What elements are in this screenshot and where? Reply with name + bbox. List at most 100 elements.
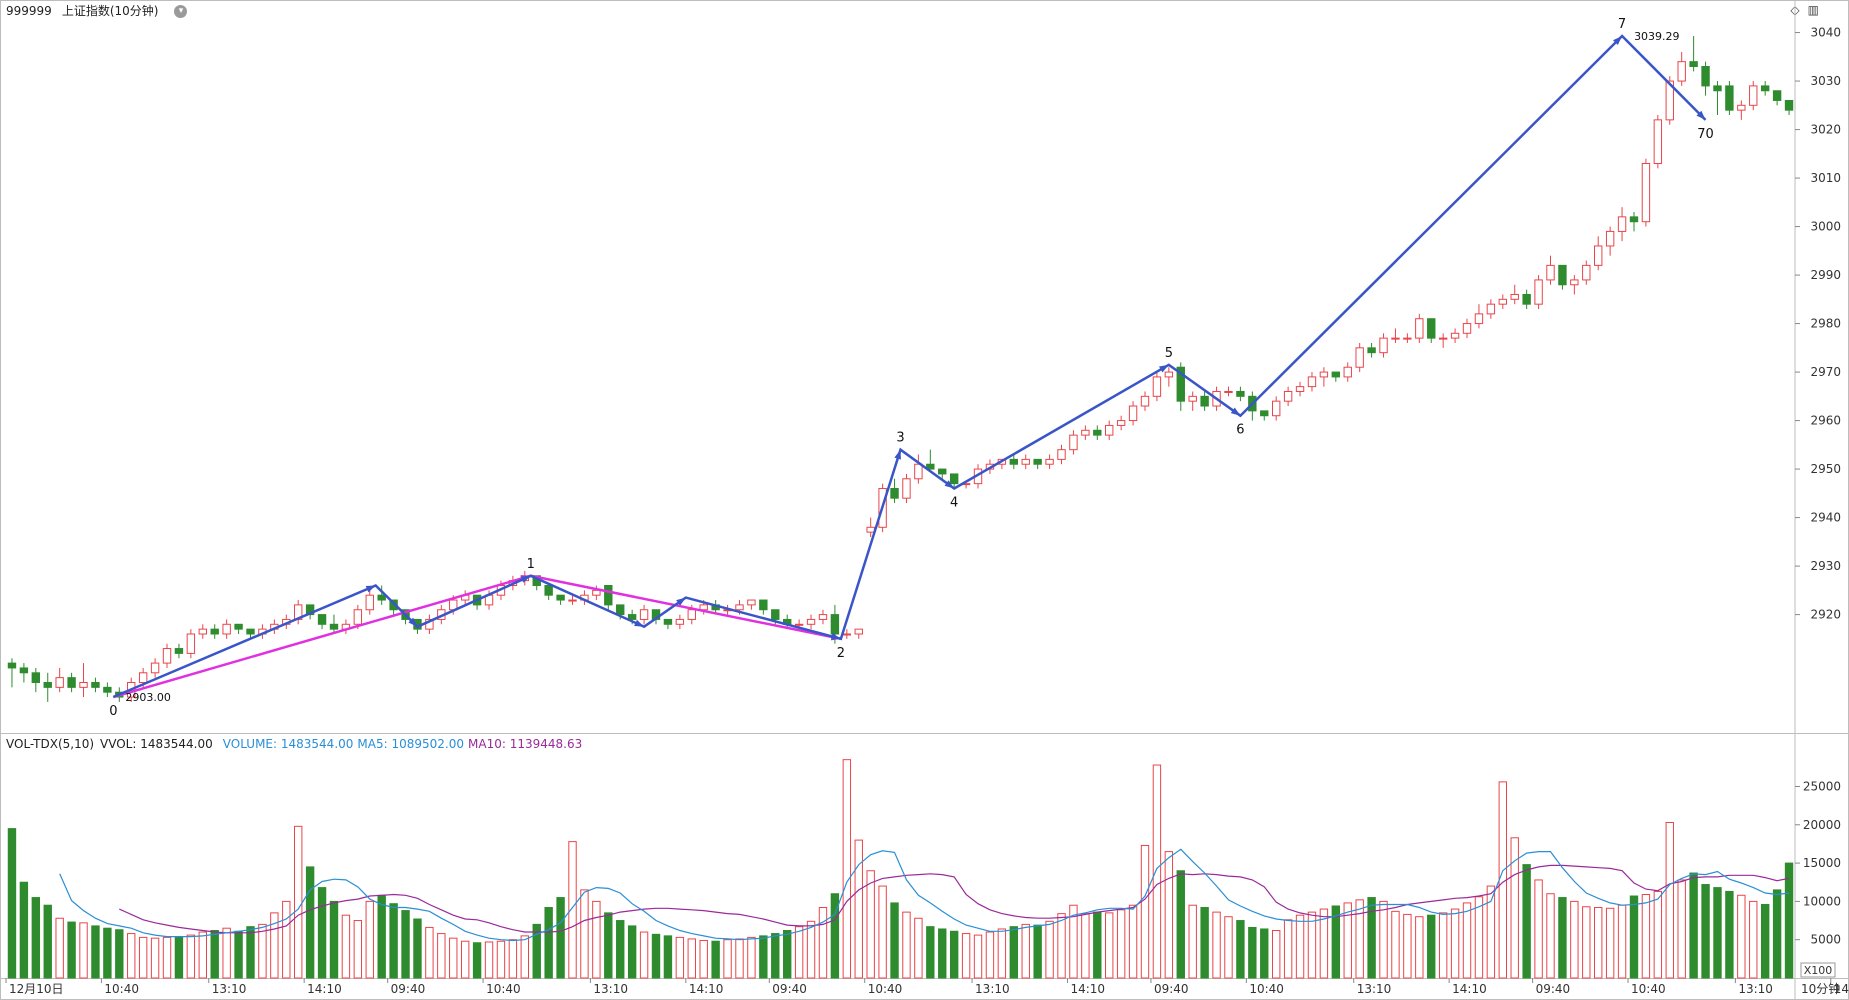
candle <box>1653 115 1663 169</box>
volume-tick-label: 10000 <box>1803 894 1841 908</box>
time-tick-label: 14:10 <box>307 982 342 996</box>
volume-bar <box>997 928 1007 979</box>
volume-bar <box>687 938 696 979</box>
volume-bar <box>1140 844 1150 979</box>
indicator-name[interactable]: VOL-TDX(5,10) <box>6 737 95 751</box>
candle-body <box>1379 337 1388 354</box>
candle-body <box>735 604 744 611</box>
volume-bar <box>1081 913 1090 979</box>
ma10-value: MA10: 1139448.63 <box>468 737 583 751</box>
ma10-line <box>119 864 1790 934</box>
candle-body <box>1188 395 1197 402</box>
candle-body <box>1260 410 1269 417</box>
volume-bar <box>413 918 422 979</box>
period-axis-label: 10分钟 <box>1801 981 1840 996</box>
candle-body <box>699 604 708 611</box>
candle-body <box>1438 337 1448 340</box>
volume-bar <box>830 893 840 979</box>
volume-bar <box>1462 902 1472 979</box>
wave-point-label: 4 <box>950 495 958 510</box>
candle-body <box>1033 458 1042 465</box>
volume-bar <box>1617 904 1627 979</box>
price-tick-label: 3020 <box>1810 123 1841 137</box>
candle-body <box>103 686 112 693</box>
volume-unit-label: X100 <box>1804 964 1833 977</box>
candle-body <box>1784 99 1794 111</box>
price-tick-label: 3040 <box>1810 26 1841 40</box>
candle-body <box>174 648 184 654</box>
candle-body <box>771 609 780 620</box>
candle <box>854 628 863 639</box>
candle <box>1498 294 1507 310</box>
candle-body <box>1367 347 1376 354</box>
volume-bar <box>711 940 720 979</box>
candle <box>1069 430 1078 455</box>
candle <box>91 677 100 693</box>
candle <box>759 599 768 615</box>
candle-body <box>1271 400 1281 417</box>
candle-body <box>687 609 696 620</box>
volume-bar <box>1403 913 1412 979</box>
candle <box>604 584 613 610</box>
candle <box>1689 35 1698 72</box>
candle-body <box>639 609 649 620</box>
candle-body <box>1164 371 1174 378</box>
candle-body <box>7 662 17 669</box>
volume-bar <box>556 897 565 979</box>
volume-bar <box>294 825 303 979</box>
candle <box>317 614 327 630</box>
volume-bar <box>353 920 363 979</box>
volume-bar <box>460 940 470 979</box>
wave-line-blue-arrowhead <box>894 449 901 460</box>
time-tick-label: 10:40 <box>1631 982 1666 996</box>
volume-bar <box>317 887 327 979</box>
candle-body <box>1009 458 1019 465</box>
volume-bar <box>162 936 172 979</box>
volume-bar <box>258 923 267 979</box>
candle <box>150 658 160 678</box>
volume-bar <box>127 933 136 979</box>
candle-body <box>592 589 601 596</box>
candle <box>1319 367 1329 387</box>
candle <box>79 663 88 698</box>
volume-bar <box>377 894 386 979</box>
candle-body <box>55 677 64 688</box>
volume-bar <box>782 930 792 979</box>
volume-bar <box>1737 894 1746 979</box>
volume-bar <box>138 936 148 979</box>
volume-bar <box>914 917 923 979</box>
candles <box>7 35 1794 702</box>
panel-icon[interactable]: ▥ <box>1807 3 1819 17</box>
candle <box>1749 81 1758 111</box>
volume-bar <box>616 920 625 979</box>
candle <box>1188 391 1197 411</box>
volume-bar <box>1057 913 1066 979</box>
candle-body <box>1641 163 1651 223</box>
candle-body <box>842 633 852 636</box>
security-name: 上证指数 <box>61 4 110 18</box>
candle <box>747 599 756 610</box>
volume-bar <box>234 930 243 979</box>
candle <box>1295 381 1305 397</box>
candle-body <box>317 614 327 625</box>
candle-body <box>353 609 363 625</box>
chevron-down-icon[interactable]: ▾ <box>174 5 188 18</box>
time-tick-label: 13:10 <box>1738 982 1773 996</box>
candle-body <box>222 623 231 635</box>
candle <box>1116 415 1126 431</box>
volume-bar <box>91 925 100 979</box>
candle-body <box>31 672 41 683</box>
volume-bar <box>1689 872 1698 979</box>
volume-bar <box>437 933 446 979</box>
candle-body <box>79 681 88 688</box>
volume-bar <box>627 925 637 979</box>
volume-bar <box>1248 926 1257 979</box>
candle <box>675 614 685 630</box>
time-tick-label: 09:40 <box>772 982 807 996</box>
volume-bar <box>222 927 231 979</box>
candle-body <box>1760 85 1770 92</box>
candle-body <box>890 487 899 499</box>
candle <box>1510 284 1519 305</box>
